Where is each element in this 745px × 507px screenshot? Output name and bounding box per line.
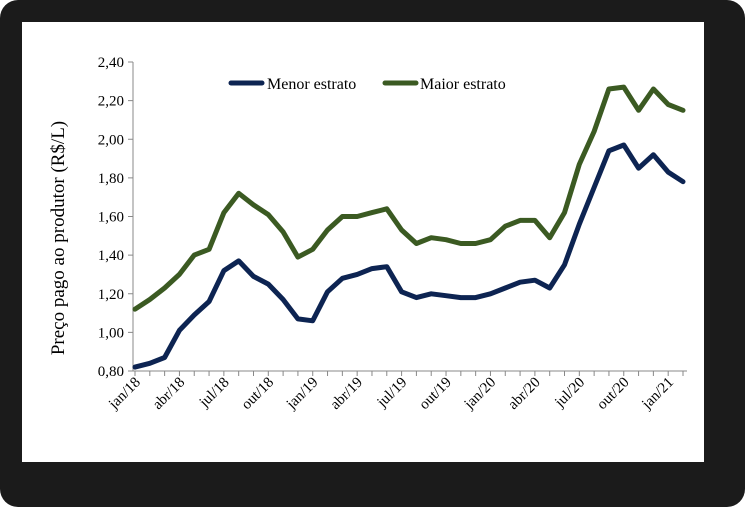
x-tick-label: jan/19 — [283, 375, 322, 414]
line-chart: 0,80 1,00 1,20 1,40 1,60 1,80 2,00 2,20 2,40 jan/… — [48, 55, 687, 413]
x-tick-label: out/18 — [239, 375, 277, 413]
series-line-maior-estrato — [132, 84, 686, 312]
legend-label-maior-estrato: Maior estrato — [420, 76, 506, 93]
x-tick-label: out/20 — [594, 375, 632, 413]
y-tick-label: 1,60 — [98, 210, 124, 226]
series-lines — [132, 84, 686, 370]
y-tick-label: 1,80 — [98, 171, 124, 187]
y-tick-label: 2,40 — [98, 55, 124, 71]
legend-label-menor-estrato: Menor estrato — [267, 76, 356, 93]
legend: Menor estrato Maior estrato — [228, 76, 506, 93]
chart-panel: 0,80 1,00 1,20 1,40 1,60 1,80 2,00 2,20 2,40 jan/… — [22, 22, 704, 462]
x-tick-label: jan/21 — [638, 375, 677, 414]
y-tick-label: 2,20 — [98, 94, 124, 110]
x-tick-label: jul/18 — [196, 375, 233, 412]
x-tick-label: jan/20 — [461, 375, 500, 414]
x-tick-label: jul/19 — [374, 375, 411, 412]
y-tick-label: 1,40 — [98, 248, 124, 264]
x-tick-label: jul/20 — [551, 375, 588, 412]
x-tick-label: abr/20 — [505, 375, 543, 413]
x-tick-label: out/19 — [416, 375, 454, 413]
x-tick-label: abr/18 — [150, 375, 188, 413]
y-tick-label: 2,00 — [98, 132, 124, 148]
y-tick-label: 1,00 — [98, 325, 124, 341]
y-tick-label: 0,80 — [98, 364, 124, 380]
axes: 0,80 1,00 1,20 1,40 1,60 1,80 2,00 2,20 2,40 jan/… — [98, 55, 687, 413]
y-axis-label: Preço pago ao produtor (R$/L) — [48, 121, 69, 355]
x-tick-label: abr/19 — [328, 375, 366, 413]
x-tick-label: jan/18 — [105, 375, 144, 414]
y-tick-label: 1,20 — [98, 287, 124, 303]
series-line-menor-estrato — [132, 142, 686, 370]
